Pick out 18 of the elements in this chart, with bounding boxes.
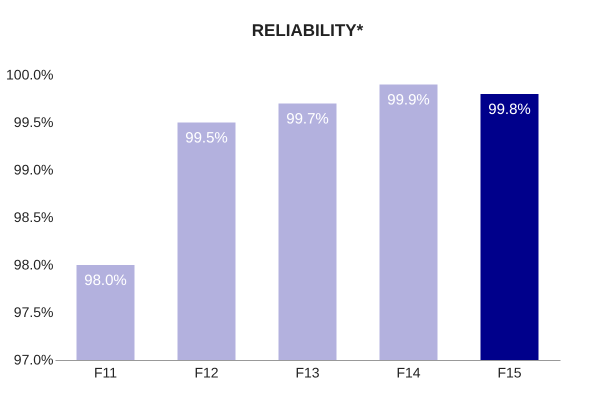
x-tick-label: F13: [295, 364, 320, 380]
y-tick-label: 99.0%: [14, 162, 54, 178]
x-tick-label: F12: [194, 364, 219, 380]
data-label: 98.0%: [84, 272, 127, 289]
data-label: 99.8%: [488, 101, 531, 118]
data-label: 99.5%: [185, 130, 228, 146]
data-label: 99.9%: [387, 92, 430, 108]
y-tick-label: 97.5%: [14, 304, 54, 320]
x-tick-label: F14: [396, 364, 421, 380]
y-tick-label: 98.5%: [14, 209, 54, 225]
y-tick-label: 100.0%: [6, 66, 54, 82]
data-label: 99.7%: [286, 110, 329, 128]
x-tick-label: F11: [94, 364, 118, 380]
y-tick-label: 99.5%: [14, 114, 54, 130]
x-tick-label: F15: [497, 364, 522, 380]
y-tick-label: 98.0%: [14, 256, 54, 272]
chart-title: RELIABILITY*: [252, 21, 364, 40]
y-tick-label: 97.0%: [14, 352, 54, 368]
